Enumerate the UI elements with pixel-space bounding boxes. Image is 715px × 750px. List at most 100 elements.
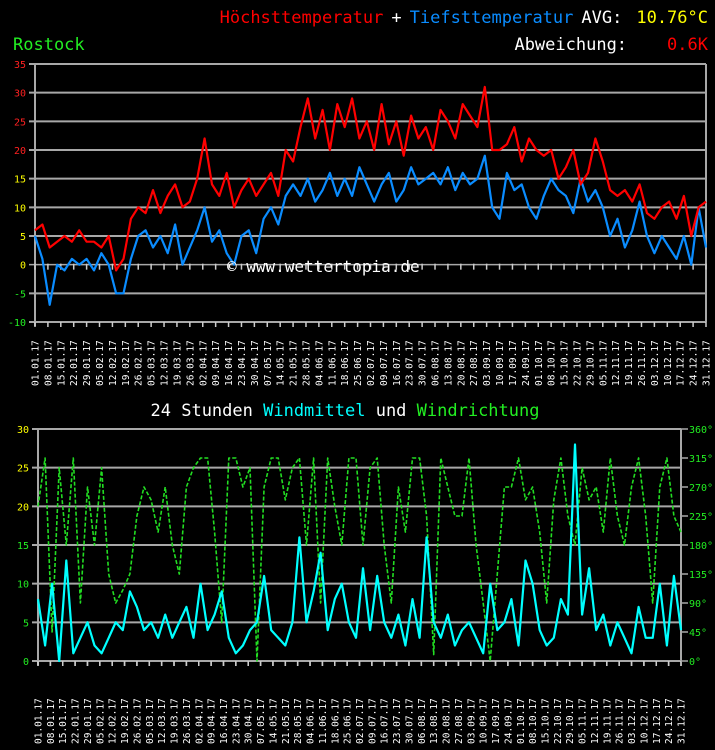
series-max-temp-line — [34, 85, 707, 272]
y-tick-label: 15 — [17, 541, 29, 552]
x-tick-label: 22.10.17 — [553, 698, 564, 744]
y-tick-label: 25 — [17, 464, 29, 475]
x-tick-label: 04.06.17 — [314, 340, 325, 386]
x-tick-label: 31.12.17 — [702, 340, 713, 386]
x-tick-label: 08.10.17 — [528, 698, 539, 744]
x-tick-label: 25.06.17 — [353, 340, 364, 386]
x-tick-label: 21.05.17 — [281, 698, 292, 744]
x-tick-label: 19.03.17 — [172, 340, 183, 386]
x-tick-label: 18.06.17 — [330, 698, 341, 744]
title-part: und — [365, 401, 416, 421]
x-tick-label: 12.03.17 — [157, 698, 168, 744]
x-tick-label: 10.09.17 — [479, 698, 490, 744]
x-tick-label: 13.08.17 — [429, 698, 440, 744]
x-tick-label: 26.03.17 — [182, 698, 193, 744]
x-tick-label: 17.12.17 — [676, 340, 687, 386]
x-tick-label: 01.01.17 — [34, 698, 45, 744]
x-tick-label: 01.10.17 — [516, 698, 527, 744]
x-tick-label: 02.07.17 — [366, 340, 377, 386]
y2-tick-label: 135° — [689, 570, 713, 581]
wind-chart-title: 24 Stunden Windmittel und Windrichtung — [151, 401, 540, 421]
y2-tick-label: 315° — [689, 454, 713, 465]
deviation-value: 0.6K — [667, 35, 709, 55]
y-tick-label: 15 — [14, 175, 26, 186]
x-tick-label: 16.04.17 — [219, 698, 230, 744]
x-tick-label: 03.09.17 — [466, 698, 477, 744]
x-tick-label: 03.09.17 — [482, 340, 493, 386]
header-title: Höchsttemperatur + Tiefsttemperatur AVG: 10.… — [220, 8, 708, 28]
series-wind-speed-line — [36, 443, 683, 663]
x-tick-label: 15.01.17 — [58, 698, 69, 744]
x-tick-label: 23.04.17 — [231, 698, 242, 744]
x-tick-label: 23.07.17 — [392, 698, 403, 744]
y2-tick-label: 45° — [689, 628, 707, 639]
x-tick-label: 03.12.17 — [627, 698, 638, 744]
x-tick-label: 29.01.17 — [82, 340, 93, 386]
y-tick-label: 20 — [17, 502, 29, 513]
x-tick-label: 17.09.17 — [491, 698, 502, 744]
max-label: Höchsttemperatur — [220, 8, 384, 28]
x-tick-label: 25.06.17 — [343, 698, 354, 744]
x-tick-label: 19.03.17 — [170, 698, 181, 744]
watermark: © www.wettertopia.de — [227, 257, 420, 276]
x-tick-label: 12.02.17 — [108, 340, 119, 386]
x-tick-label: 29.10.17 — [565, 698, 576, 744]
y-tick-label: 30 — [14, 89, 26, 100]
x-tick-label: 19.11.17 — [624, 340, 635, 386]
y2-tick-label: 180° — [689, 541, 713, 552]
x-tick-label: 19.02.17 — [121, 340, 132, 386]
deviation-row: Abweichung: 0.6K — [514, 35, 708, 55]
x-tick-label: 05.11.17 — [598, 340, 609, 386]
x-tick-label: 11.06.17 — [327, 340, 338, 386]
x-tick-label: 22.01.17 — [71, 698, 82, 744]
x-tick-label: 15.10.17 — [540, 698, 551, 744]
x-tick-label: 20.08.17 — [442, 698, 453, 744]
x-tick-label: 26.03.17 — [185, 340, 196, 386]
x-tick-label: 05.03.17 — [145, 698, 156, 744]
x-tick-label: 22.01.17 — [69, 340, 80, 386]
x-tick-label: 19.02.17 — [120, 698, 131, 744]
x-tick-label: 09.07.17 — [379, 340, 390, 386]
x-tick-label: 05.02.17 — [95, 340, 106, 386]
y2-tick-label: 360° — [689, 425, 713, 436]
location: Rostock — [13, 35, 85, 55]
x-tick-label: 10.12.17 — [663, 340, 674, 386]
x-tick-label: 16.04.17 — [224, 340, 235, 386]
x-tick-label: 11.06.17 — [318, 698, 329, 744]
x-tick-label: 05.11.17 — [578, 698, 589, 744]
x-tick-label: 05.03.17 — [147, 340, 158, 386]
title-part: 24 Stunden — [151, 401, 264, 421]
x-tick-label: 31.12.17 — [677, 698, 688, 744]
x-tick-label: 27.08.17 — [454, 698, 465, 744]
x-tick-label: 15.01.17 — [56, 340, 67, 386]
x-tick-label: 02.04.17 — [194, 698, 205, 744]
x-tick-label: 12.11.17 — [611, 340, 622, 386]
wind-chart: 30 25 20 15 10 5 0 01.01.17 08.01.17 15.01.17 22.0… — [17, 425, 713, 744]
x-tick-label: 26.11.17 — [637, 340, 648, 386]
x-tick-label: 10.09.17 — [495, 340, 506, 386]
x-tick-label: 07.05.17 — [256, 698, 267, 744]
y-tick-label: 0 — [20, 261, 26, 272]
x-tick-label: 23.07.17 — [405, 340, 416, 386]
x-tick-label: 09.04.17 — [211, 340, 222, 386]
min-label: Tiefsttemperatur — [410, 8, 574, 28]
x-tick-label: 12.11.17 — [590, 698, 601, 744]
x-tick-label: 06.08.17 — [417, 698, 428, 744]
x-tick-label: 12.02.17 — [108, 698, 119, 744]
y2-tick-label: 0° — [689, 657, 701, 668]
x-tick-label: 01.10.17 — [534, 340, 545, 386]
x-tick-label: 14.05.17 — [268, 698, 279, 744]
x-tick-label: 12.03.17 — [160, 340, 171, 386]
x-tick-label: 23.04.17 — [237, 340, 248, 386]
title-windrichtung: Windrichtung — [417, 401, 540, 421]
x-tick-label: 04.06.17 — [306, 698, 317, 744]
x-tick-label: 13.08.17 — [443, 340, 454, 386]
x-tick-label: 26.02.17 — [132, 698, 143, 744]
title-windmittel: Windmittel — [263, 401, 365, 421]
x-tick-label: 08.01.17 — [46, 698, 57, 744]
y2-tick-label: 270° — [689, 483, 713, 494]
x-tick-label: 18.06.17 — [340, 340, 351, 386]
y-tick-label: 5 — [23, 618, 29, 629]
avg-value: 10.76°C — [636, 8, 708, 28]
